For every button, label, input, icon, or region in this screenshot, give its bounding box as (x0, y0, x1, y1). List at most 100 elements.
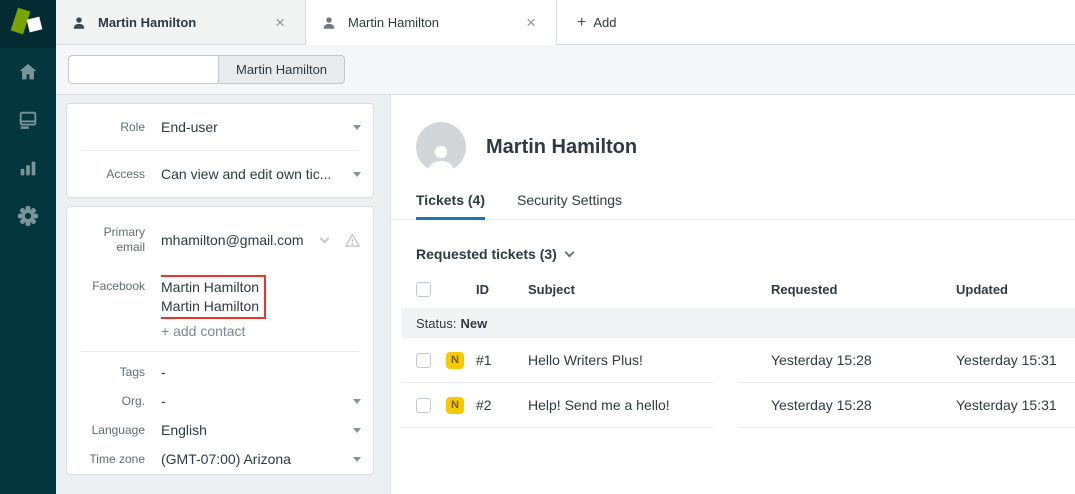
ticket-requested: Yesterday 15:28 (771, 397, 872, 413)
avatar[interactable] (416, 122, 466, 172)
tab-security-settings[interactable]: Security Settings (517, 192, 623, 208)
dropdown-caret-icon[interactable] (353, 427, 361, 433)
primary-email-field[interactable]: Primary email mhamilton@gmail.com (67, 207, 373, 265)
facebook-field[interactable]: Facebook Martin Hamilton Martin Hamilton (67, 265, 373, 321)
status-group-label: Status: (416, 315, 457, 331)
ticket-requested: Yesterday 15:28 (771, 352, 872, 368)
divider (81, 150, 359, 151)
language-label: Language (91, 422, 145, 437)
facebook-label: Facebook (92, 279, 145, 293)
warning-icon[interactable] (344, 232, 361, 249)
ticket-updated: Yesterday 15:31 (956, 352, 1057, 368)
search-row: Martin Hamilton (56, 45, 1075, 95)
tab-tickets[interactable]: Tickets (4) (416, 192, 485, 220)
access-value: Can view and edit own tic... (161, 166, 332, 182)
sidebar-item-home[interactable] (0, 48, 56, 96)
user-tab-2[interactable]: Martin Hamilton × (305, 0, 557, 45)
timezone-label: Time zone (89, 451, 145, 466)
content-area: Role End-user Access Can view and edit o… (56, 95, 1075, 494)
workspace: Martin Hamilton × Martin Hamilton × + Ad… (56, 0, 1075, 494)
close-tab-icon[interactable]: × (275, 13, 285, 32)
col-header-requested[interactable]: Requested (771, 281, 838, 297)
person-icon (322, 16, 336, 30)
access-field[interactable]: Access Can view and edit own tic... (67, 151, 373, 197)
annotation-highlight-box: Martin Hamilton Martin Hamilton (161, 275, 267, 319)
add-contact-link[interactable]: + add contact (161, 323, 246, 339)
requested-tickets-heading[interactable]: Requested tickets (3) (401, 246, 1075, 262)
org-value: - (161, 393, 166, 409)
col-header-updated[interactable]: Updated (956, 281, 1008, 297)
org-label: Org. (121, 393, 145, 408)
user-tab-1[interactable]: Martin Hamilton × (56, 0, 305, 45)
sidebar-item-reports[interactable] (0, 144, 56, 192)
org-field[interactable]: Org. - (67, 387, 373, 416)
row-checkbox[interactable] (416, 397, 431, 413)
language-value: English (161, 422, 207, 438)
requested-tickets-section: Requested tickets (3) ID Subject (401, 246, 1075, 428)
person-icon (72, 16, 86, 30)
facebook-contact: Martin Hamilton (161, 279, 260, 295)
tab-bar: Martin Hamilton × Martin Hamilton × + Ad… (56, 0, 1075, 45)
search-input[interactable] (68, 55, 218, 84)
timezone-field[interactable]: Time zone (GMT-07:00) Arizona (67, 445, 373, 474)
tags-label: Tags (119, 364, 145, 379)
user-properties-panel: Role End-user Access Can view and edit o… (56, 95, 390, 494)
status-group-row: Status: New (401, 308, 1075, 338)
dropdown-caret-icon[interactable] (353, 456, 361, 462)
col-header-subject[interactable]: Subject (528, 281, 575, 297)
role-access-card: Role End-user Access Can view and edit o… (66, 103, 374, 198)
add-tab-button[interactable]: + Add (557, 0, 636, 45)
home-icon (19, 63, 37, 80)
logo-white-shape (26, 16, 43, 33)
zendesk-logo[interactable] (0, 0, 56, 48)
ticket-id: #1 (476, 352, 492, 368)
contact-details-card: Primary email mhamilton@gmail.com Facebo… (66, 206, 374, 475)
page-title: Martin Hamilton (486, 135, 638, 158)
add-tab-label: Add (593, 15, 617, 30)
search-box: Martin Hamilton (68, 55, 346, 84)
role-field[interactable]: Role End-user (67, 104, 373, 150)
tags-field[interactable]: Tags - (67, 352, 373, 387)
ticket-subject[interactable]: Help! Send me a hello! (528, 397, 670, 413)
role-label: Role (120, 119, 145, 134)
reports-icon (20, 161, 36, 176)
user-main-panel: Martin Hamilton Tickets (4) Security Set… (390, 95, 1075, 494)
tags-value: - (161, 364, 166, 380)
table-header-row: ID Subject Requested Updated (401, 270, 1075, 308)
dropdown-caret-icon[interactable] (353, 398, 361, 404)
divider (81, 351, 359, 352)
status-badge: N (446, 396, 464, 414)
chevron-down-icon[interactable] (319, 233, 330, 244)
sidebar-item-admin[interactable] (0, 192, 56, 240)
dropdown-caret-icon[interactable] (353, 124, 361, 130)
select-all-checkbox[interactable] (416, 281, 431, 297)
chevron-down-icon (564, 247, 575, 258)
access-label: Access (106, 166, 145, 181)
primary-email-label: Primary email (103, 225, 145, 254)
col-header-id[interactable]: ID (476, 281, 489, 297)
plus-icon: + (577, 13, 587, 31)
profile-tabs: Tickets (4) Security Settings (391, 192, 1075, 220)
sidebar-item-views[interactable] (0, 96, 56, 144)
dropdown-caret-icon[interactable] (353, 171, 361, 177)
close-tab-icon[interactable]: × (526, 13, 536, 32)
ticket-id: #2 (476, 397, 492, 413)
views-icon (19, 111, 37, 129)
app-sidebar (0, 0, 56, 494)
ticket-updated: Yesterday 15:31 (956, 397, 1057, 413)
section-title: Requested tickets (3) (416, 246, 557, 262)
primary-email-value: mhamilton@gmail.com (161, 232, 304, 248)
ticket-subject[interactable]: Hello Writers Plus! (528, 352, 643, 368)
timezone-value: (GMT-07:00) Arizona (161, 451, 291, 467)
tab-title: Martin Hamilton (98, 15, 197, 30)
facebook-values: Martin Hamilton Martin Hamilton (161, 275, 361, 319)
language-field[interactable]: Language English (67, 416, 373, 445)
row-checkbox[interactable] (416, 352, 431, 368)
status-group-value: New (460, 315, 488, 331)
selected-user-chip[interactable]: Martin Hamilton (218, 55, 346, 84)
table-row[interactable]: N #2 Help! Send me a hello! Yesterday 15… (401, 383, 1075, 428)
status-badge: N (446, 351, 464, 369)
role-value: End-user (161, 119, 218, 135)
table-row[interactable]: N #1 Hello Writers Plus! Yesterday 15:28… (401, 338, 1075, 383)
